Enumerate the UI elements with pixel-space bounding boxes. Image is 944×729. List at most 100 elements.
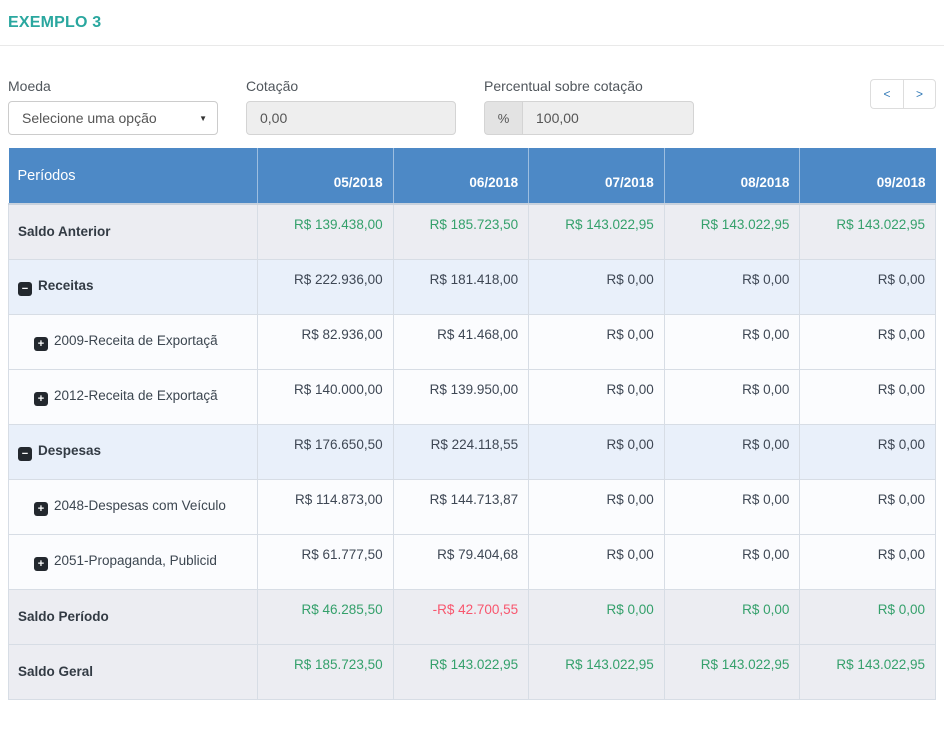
- cotacao-input[interactable]: [246, 101, 456, 135]
- value-cell: R$ 0,00: [663, 478, 801, 535]
- row-label-cell: − Receitas: [8, 258, 258, 315]
- next-period-button[interactable]: >: [903, 79, 936, 109]
- row-label: 2048-Despesas com Veículo: [54, 497, 226, 513]
- value-cell: -R$ 42.700,55: [392, 588, 530, 645]
- value-cell: R$ 0,00: [528, 588, 665, 645]
- value-cell: R$ 0,00: [663, 313, 801, 370]
- value-cell: R$ 0,00: [528, 423, 665, 480]
- moeda-field: Moeda Selecione uma opção ▼: [8, 78, 218, 135]
- value-cell: R$ 224.118,55: [392, 423, 530, 480]
- row-label: Saldo Geral: [18, 664, 94, 679]
- value-cell: R$ 139.438,00: [257, 203, 394, 260]
- period-column-header: 06/2018: [392, 148, 529, 205]
- percentual-field: Percentual sobre cotação %: [484, 78, 694, 135]
- page: EXEMPLO 3 Moeda Selecione uma opção ▼ Co…: [0, 14, 944, 700]
- value-cell: R$ 0,00: [663, 423, 801, 480]
- value-cell: R$ 0,00: [799, 423, 936, 480]
- table-row: Saldo Anterior R$ 139.438,00 R$ 185.723,50…: [8, 203, 936, 260]
- period-column-header: 07/2018: [528, 148, 665, 205]
- row-label: Receitas: [38, 277, 94, 293]
- collapse-icon[interactable]: −: [18, 446, 32, 461]
- expand-icon[interactable]: +: [34, 556, 48, 571]
- periods-table: Períodos 05/2018 06/2018 07/2018 08/2018 09/…: [8, 148, 936, 700]
- percent-addon: %: [484, 101, 522, 135]
- row-label: Despesas: [38, 442, 102, 458]
- table-row: − Despesas R$ 176.650,50 R$ 224.118,55 R$ 0,…: [8, 423, 936, 480]
- value-cell: R$ 143.022,95: [528, 643, 665, 700]
- value-cell: R$ 0,00: [799, 588, 936, 645]
- moeda-select[interactable]: Selecione uma opção ▼: [8, 101, 218, 135]
- table-row: Saldo Geral R$ 185.723,50 R$ 143.022,95 R$ …: [8, 643, 936, 700]
- value-cell: R$ 144.713,87: [392, 478, 530, 535]
- table-row: +2048-Despesas com Veículo R$ 114.873,00 R…: [8, 478, 936, 535]
- value-cell: R$ 0,00: [663, 258, 801, 315]
- row-label: Saldo Anterior: [18, 224, 111, 240]
- table-row: − Receitas R$ 222.936,00 R$ 181.418,00 R$ 0,…: [8, 258, 936, 315]
- row-label-cell: Saldo Anterior: [8, 203, 258, 260]
- value-cell: R$ 143.022,95: [528, 203, 665, 260]
- expand-icon[interactable]: +: [34, 336, 48, 351]
- table-row: Saldo Período R$ 46.285,50 -R$ 42.700,55 R$…: [8, 588, 936, 645]
- value-cell: R$ 0,00: [799, 478, 936, 535]
- value-cell: R$ 61.777,50: [257, 533, 394, 590]
- row-label: 2012-Receita de Exportaçã: [54, 387, 218, 403]
- value-cell: R$ 82.936,00: [257, 313, 394, 370]
- value-cell: R$ 41.468,00: [392, 313, 530, 370]
- period-column-header: 09/2018: [799, 148, 936, 205]
- expand-icon[interactable]: +: [34, 501, 48, 516]
- value-cell: R$ 143.022,95: [392, 643, 530, 700]
- expand-icon[interactable]: +: [34, 391, 48, 406]
- value-cell: R$ 0,00: [663, 533, 801, 590]
- value-cell: R$ 143.022,95: [799, 643, 936, 700]
- value-cell: R$ 143.022,95: [663, 203, 801, 260]
- periods-column-header: Períodos: [8, 148, 258, 205]
- page-title: EXEMPLO 3: [8, 14, 102, 31]
- row-label-cell: +2051-Propaganda, Publicid: [8, 533, 258, 590]
- table-row: +2012-Receita de Exportaçã R$ 140.000,00 R…: [8, 368, 936, 425]
- value-cell: R$ 0,00: [799, 258, 936, 315]
- period-pagination: < >: [870, 79, 936, 109]
- value-cell: R$ 46.285,50: [257, 588, 394, 645]
- period-column-header: 05/2018: [257, 148, 394, 205]
- cotacao-label: Cotação: [246, 78, 299, 94]
- percentual-label: Percentual sobre cotação: [484, 78, 643, 94]
- value-cell: R$ 181.418,00: [392, 258, 530, 315]
- prev-period-button[interactable]: <: [870, 79, 903, 109]
- moeda-selected-value: Selecione uma opção: [22, 110, 157, 126]
- row-label: 2009-Receita de Exportaçã: [54, 332, 218, 348]
- row-label-cell: +2009-Receita de Exportaçã: [8, 313, 258, 370]
- row-label-cell: +2012-Receita de Exportaçã: [8, 368, 258, 425]
- period-column-header: 08/2018: [663, 148, 800, 205]
- value-cell: R$ 0,00: [528, 313, 665, 370]
- chevron-down-icon: ▼: [199, 113, 207, 123]
- value-cell: R$ 139.950,00: [392, 368, 530, 425]
- row-label-cell: Saldo Período: [8, 588, 258, 645]
- value-cell: R$ 0,00: [799, 313, 936, 370]
- value-cell: R$ 143.022,95: [663, 643, 801, 700]
- percentual-input-group: %: [484, 101, 694, 135]
- collapse-icon[interactable]: −: [18, 281, 32, 296]
- value-cell: R$ 79.404,68: [392, 533, 530, 590]
- value-cell: R$ 176.650,50: [257, 423, 394, 480]
- row-label-cell: − Despesas: [8, 423, 258, 480]
- value-cell: R$ 0,00: [799, 533, 936, 590]
- value-cell: R$ 185.723,50: [392, 203, 530, 260]
- cotacao-field: Cotação: [246, 78, 456, 135]
- row-label-cell: Saldo Geral: [8, 643, 258, 700]
- filter-form: Moeda Selecione uma opção ▼ Cotação Perc…: [8, 78, 936, 135]
- table-row: +2051-Propaganda, Publicid R$ 61.777,50 R$…: [8, 533, 936, 590]
- row-label: 2051-Propaganda, Publicid: [54, 552, 217, 568]
- value-cell: R$ 0,00: [528, 258, 665, 315]
- moeda-label: Moeda: [8, 78, 51, 94]
- value-cell: R$ 0,00: [528, 478, 665, 535]
- value-cell: R$ 114.873,00: [257, 478, 394, 535]
- value-cell: R$ 222.936,00: [257, 258, 394, 315]
- percentual-input[interactable]: [522, 101, 694, 135]
- value-cell: R$ 0,00: [663, 588, 801, 645]
- value-cell: R$ 143.022,95: [799, 203, 936, 260]
- value-cell: R$ 185.723,50: [257, 643, 394, 700]
- value-cell: R$ 140.000,00: [257, 368, 394, 425]
- value-cell: R$ 0,00: [799, 368, 936, 425]
- value-cell: R$ 0,00: [528, 533, 665, 590]
- table-header-row: Períodos 05/2018 06/2018 07/2018 08/2018 09/…: [8, 148, 936, 205]
